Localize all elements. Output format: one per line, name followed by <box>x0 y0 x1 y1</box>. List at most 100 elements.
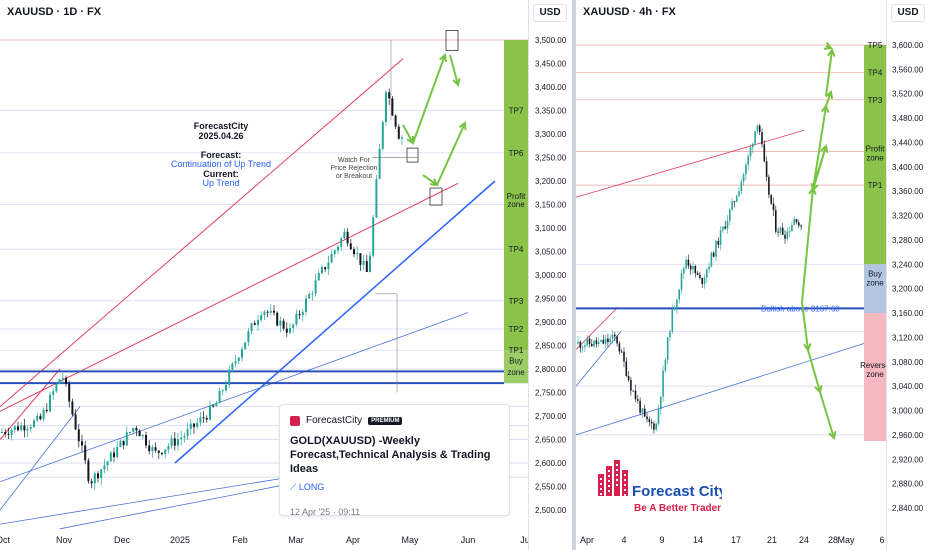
candle-body <box>772 203 775 211</box>
candle-body <box>735 196 738 202</box>
candle-body <box>401 137 403 139</box>
idea-card[interactable]: ForecastCity PREMIUM GOLD(XAUUSD) -Weekly… <box>279 404 510 517</box>
price-label: 3,000.00 <box>892 407 924 416</box>
candle-body <box>662 370 664 397</box>
arrow-down-3 <box>819 391 835 439</box>
candle-body <box>745 164 747 175</box>
candle-body <box>7 433 10 435</box>
left-chart-canvas[interactable]: TP7TP6ProfitzoneTP4TP3TP2TP1BuyzoneForec… <box>0 0 528 550</box>
candle-body <box>52 391 55 395</box>
candle-body <box>116 446 119 458</box>
candle-body <box>694 265 697 274</box>
candle-body <box>394 115 397 127</box>
logo-window <box>616 479 618 481</box>
candle-body <box>45 409 48 412</box>
card-title[interactable]: GOLD(XAUUSD) -Weekly Forecast,Technical … <box>290 435 491 475</box>
logo-window <box>608 480 610 482</box>
candle-body <box>113 452 115 458</box>
candle-body <box>324 267 327 270</box>
price-label: 2,550.00 <box>535 483 567 492</box>
buy-zone-bar <box>864 264 886 314</box>
pane-divider[interactable] <box>572 0 576 550</box>
candle-body <box>777 231 779 233</box>
candle-body <box>221 390 224 392</box>
candle-body <box>269 310 272 313</box>
candle-body <box>758 125 761 133</box>
left-axis-canvas: 3,500.00 3,450.00 3,400.00 3,350.00 3,300.00… <box>535 36 567 515</box>
candle-body <box>263 311 266 315</box>
right-price-axis[interactable]: USD 3,600.00 3,560.00 3,520.00 3,480.00 3,44… <box>886 0 932 550</box>
candle-body <box>327 262 330 270</box>
candle-body <box>643 408 646 417</box>
candle-body <box>689 265 692 270</box>
candle-body <box>106 461 109 466</box>
channel-red-short <box>0 368 61 440</box>
price-label: 3,440.00 <box>892 138 924 147</box>
candle-body <box>685 259 687 269</box>
candle-body <box>653 423 655 430</box>
price-label: 3,080.00 <box>892 358 924 367</box>
note-forecast-label: Forecast: <box>201 150 242 160</box>
candle-body <box>784 234 786 239</box>
left-price-axis[interactable]: USD 3,500.00 3,450.00 3,400.00 3,350.00 3,30… <box>528 0 572 550</box>
zone-label-tp3: TP3 <box>868 96 883 105</box>
candle-body <box>202 417 205 419</box>
candle-body <box>729 209 731 221</box>
time-label: Apr <box>580 535 594 545</box>
right-axis-canvas: 3,600.00 3,560.00 3,520.00 3,480.00 3,440.00… <box>892 41 924 513</box>
candle-body <box>55 383 58 392</box>
candle-body <box>289 327 291 333</box>
candle-body <box>602 339 605 344</box>
candle-body <box>584 345 586 347</box>
right-chart-canvas[interactable]: TP5TP4TP3ProfitzoneTP1BuyzoneReversezone… <box>576 0 886 550</box>
arrow-down-a <box>812 145 827 191</box>
candle-body <box>715 240 717 257</box>
candle-body <box>138 430 141 437</box>
candle-body <box>119 440 122 447</box>
candle-body <box>609 338 611 343</box>
candle-body <box>791 225 793 232</box>
price-label: 3,450.00 <box>535 60 567 69</box>
candle-body <box>186 428 189 437</box>
long-tag: ⟋ LONG <box>290 482 499 493</box>
arrow-down-2 <box>807 349 821 393</box>
candle-body <box>42 409 45 420</box>
price-label: 2,750.00 <box>535 389 567 398</box>
zone-label-2: zone <box>866 154 884 163</box>
candle-body <box>372 217 375 256</box>
candle-body <box>600 339 602 342</box>
left-currency-button[interactable]: USD <box>533 4 567 22</box>
candle-body <box>349 243 352 250</box>
price-label: 3,480.00 <box>892 114 924 123</box>
right-currency-button[interactable]: USD <box>891 4 925 22</box>
candle-body <box>215 403 218 407</box>
time-label: Oct <box>0 535 10 545</box>
candle-body <box>177 439 179 446</box>
card-author[interactable]: ForecastCity <box>306 415 363 426</box>
candle-body <box>228 369 231 385</box>
time-label: 24 <box>799 535 809 545</box>
candle-body <box>669 331 671 338</box>
candle-body <box>276 312 279 326</box>
candle-body <box>65 377 67 384</box>
candle-body <box>337 246 339 251</box>
candle-body <box>650 422 653 424</box>
price-label: 2,900.00 <box>535 318 567 327</box>
candle-body <box>731 201 733 210</box>
candle-body <box>770 194 772 204</box>
candle-body <box>765 161 768 177</box>
target-box-top <box>445 30 459 52</box>
card-timestamp: 12 Apr '25 · 09:11 <box>290 507 361 517</box>
candle-body <box>340 238 343 247</box>
arrow-down-3 <box>422 174 438 186</box>
note-watch-3: or Breakout <box>336 173 372 180</box>
candle-body <box>199 417 202 423</box>
candle-body <box>305 298 307 312</box>
buy-zone-bar <box>504 350 528 384</box>
left-chart-pane[interactable]: TP7 TP6 Profit zone TP4 TP3 TP2 TP1 Buy zone Forec… <box>0 0 528 550</box>
candle-body <box>742 174 745 182</box>
right-chart-pane[interactable]: TP5TP4TP3ProfitzoneTP1BuyzoneReversezone… <box>576 0 886 550</box>
arrow-up-4-head <box>827 47 836 57</box>
candle-body <box>597 341 600 345</box>
price-label: 2,500.00 <box>535 506 567 515</box>
